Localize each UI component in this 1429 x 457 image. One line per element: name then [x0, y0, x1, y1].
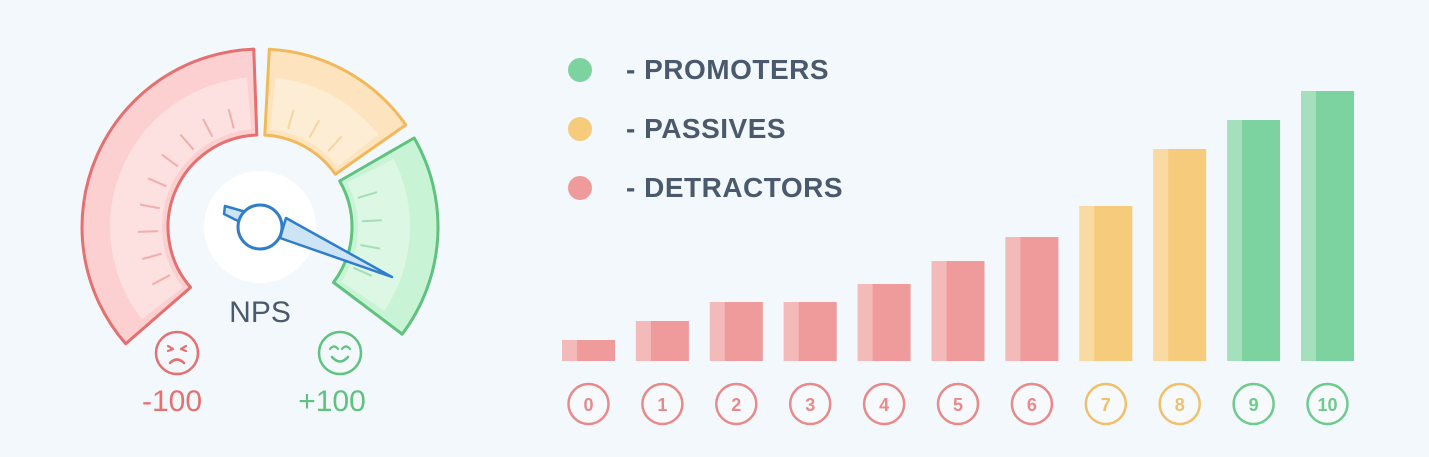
bar-highlight — [1079, 206, 1095, 361]
gauge-tick — [147, 177, 167, 188]
gauge-segment-passives-highlight — [270, 77, 379, 167]
bar-highlight — [857, 284, 873, 361]
gauge-segment-detractors — [80, 47, 259, 346]
score-bar-chart: 0 1 2 3 4 5 6 7 8 9 10 — [562, 91, 1354, 426]
score-label-circle — [1084, 382, 1128, 426]
bar-highlight — [783, 302, 799, 361]
gauge-segment-passives — [263, 47, 408, 176]
score-label-circle — [641, 382, 684, 426]
score-label-6: 6 — [1027, 395, 1037, 415]
bar-highlight — [1301, 91, 1316, 361]
bar-highlight — [635, 321, 651, 361]
score-label-circle — [936, 382, 980, 426]
bar-score-0 — [562, 340, 615, 361]
score-label-circle — [862, 382, 906, 426]
legend-label-promoters: - PROMOTERS — [626, 53, 830, 85]
bar-highlight — [1227, 120, 1243, 361]
score-label-circle — [715, 382, 758, 426]
min-score-label: -100 — [142, 385, 202, 418]
legend-label-detractors: - DETRACTORS — [626, 171, 844, 203]
gauge-tick — [353, 266, 373, 277]
gauge-needle — [222, 203, 394, 279]
score-label-circle — [1158, 382, 1201, 426]
gauge-tick — [161, 153, 179, 168]
sad-face-icon — [154, 330, 200, 376]
gauge-tick — [357, 191, 378, 199]
score-label-circle — [788, 382, 832, 426]
bar-score-2 — [709, 302, 763, 361]
bar-highlight — [562, 340, 577, 361]
gauge-segment-promoters — [331, 136, 440, 336]
needle-hub — [236, 203, 284, 251]
bar-highlight — [931, 261, 947, 361]
score-label-2: 2 — [731, 395, 741, 415]
bar-score-5 — [931, 261, 985, 361]
score-label-8: 8 — [1175, 395, 1185, 415]
gauge-tick — [308, 119, 321, 139]
gauge-tick — [202, 118, 214, 138]
legend-item-promoters: - PROMOTERS — [568, 40, 843, 99]
legend-dot-detractors — [568, 175, 592, 200]
gauge-tick — [360, 244, 381, 250]
gauge-label: NPS — [229, 296, 291, 329]
gauge-tick — [139, 203, 160, 210]
bar-score-3 — [783, 302, 837, 361]
score-label-circle — [1010, 382, 1054, 426]
bar-score-9 — [1227, 120, 1281, 361]
gauge-segment-promoters-highlight — [341, 158, 410, 311]
gauge-segments — [80, 47, 440, 346]
legend-item-passives: - PASSIVES — [568, 99, 843, 158]
gauge-tick — [138, 230, 159, 233]
bar-highlight — [1005, 237, 1021, 361]
bar-score-8 — [1153, 149, 1207, 361]
bar-score-1 — [635, 321, 689, 361]
legend-dot-passives — [568, 116, 592, 141]
gauge-tick — [287, 109, 295, 130]
bar-highlight — [1153, 149, 1169, 361]
happy-face-icon — [317, 330, 363, 376]
score-label-0: 0 — [583, 395, 593, 415]
score-label-5: 5 — [953, 395, 963, 415]
score-label-circle — [567, 382, 610, 426]
gauge-segment-detractors-highlight — [110, 77, 252, 320]
legend-dot-promoters — [568, 57, 592, 82]
bar-score-10 — [1301, 91, 1354, 361]
score-label-7: 7 — [1101, 395, 1111, 415]
gauge-tick — [179, 133, 195, 151]
score-label-3: 3 — [805, 395, 815, 415]
score-label-9: 9 — [1249, 395, 1259, 415]
gauge-tick — [327, 135, 343, 152]
max-score-label: +100 — [298, 385, 366, 418]
gauge-tick — [151, 274, 171, 286]
score-label-circle — [1306, 382, 1349, 426]
score-label-circle — [1232, 382, 1275, 426]
score-label-4: 4 — [879, 395, 889, 415]
gauge-tick — [142, 252, 162, 260]
gauge-ticks — [138, 108, 382, 286]
gauge-tick — [361, 219, 382, 223]
bar-score-6 — [1005, 237, 1059, 361]
legend: - PROMOTERS - PASSIVES - DETRACTORS — [568, 40, 843, 217]
score-label-1: 1 — [657, 395, 667, 415]
bar-highlight — [709, 302, 725, 361]
legend-label-passives: - PASSIVES — [626, 112, 787, 144]
bar-score-7 — [1079, 206, 1133, 361]
legend-item-detractors: - DETRACTORS — [568, 158, 843, 217]
nps-gauge: NPS -100 +100 — [80, 47, 440, 418]
bar-score-4 — [857, 284, 911, 361]
gauge-tick — [227, 108, 235, 129]
score-label-10: 10 — [1317, 395, 1337, 415]
